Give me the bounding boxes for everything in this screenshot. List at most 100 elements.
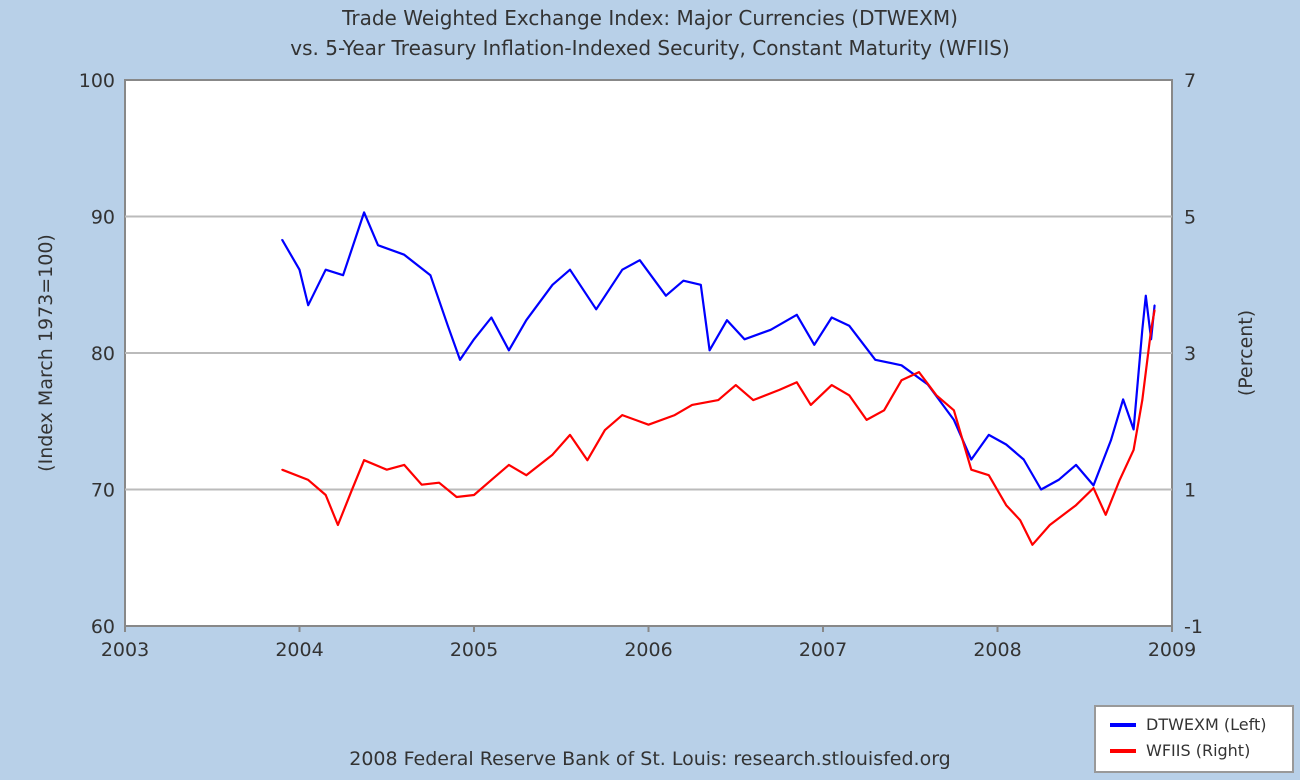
chart-subtitle: vs. 5-Year Treasury Inflation-Indexed Se… [290, 36, 1010, 60]
data-point [1092, 487, 1095, 489]
data-point [586, 459, 589, 461]
data-point [883, 409, 885, 412]
data-point [1141, 328, 1144, 331]
data-point [935, 394, 938, 397]
data-point [508, 464, 510, 466]
data-point [970, 468, 973, 471]
data-point [363, 459, 365, 461]
data-point [403, 464, 406, 466]
data-point [900, 364, 903, 367]
y-right-tick-label: 3 [1184, 343, 1196, 365]
data-point [1031, 543, 1034, 546]
data-point [490, 316, 493, 319]
legend-swatch-red [1110, 748, 1136, 753]
data-point [638, 259, 641, 261]
data-point [324, 268, 327, 271]
data-point [490, 479, 493, 481]
data-point [324, 494, 327, 496]
data-point [865, 419, 868, 421]
data-point [717, 399, 720, 401]
y-tick-label: 60 [91, 616, 115, 638]
data-point [1019, 519, 1021, 522]
data-point [508, 349, 510, 352]
data-point [700, 283, 702, 286]
y-tick-label: 100 [79, 70, 115, 92]
y-right-tick-label: 7 [1184, 70, 1196, 92]
y-right-axis-label: (Percent) [1235, 310, 1257, 396]
x-tick-label: 2005 [450, 639, 498, 661]
data-point [691, 404, 693, 406]
data-point [363, 211, 365, 214]
legend-item-wfiis: WFIIS (Right) [1110, 741, 1250, 760]
data-point [1141, 399, 1144, 401]
data-point [953, 409, 955, 412]
data-point [525, 319, 528, 322]
data-point [1022, 458, 1025, 461]
data-point [1075, 504, 1077, 506]
data-point [665, 294, 667, 297]
data-point [918, 371, 920, 373]
y-right-tick-label: 5 [1184, 207, 1196, 229]
data-point [1122, 398, 1124, 401]
chart-title: Trade Weighted Exchange Index: Major Cur… [342, 6, 958, 30]
data-point [447, 324, 449, 327]
data-point [708, 349, 711, 352]
data-point [809, 404, 812, 406]
y-tick-label: 90 [91, 207, 115, 229]
data-point [621, 268, 624, 271]
data-point [377, 244, 379, 246]
data-point [1005, 443, 1008, 446]
data-point [848, 324, 850, 327]
data-point [351, 489, 353, 491]
data-point [673, 414, 676, 416]
x-tick-label: 2006 [624, 639, 672, 661]
data-point [595, 308, 597, 311]
legend-swatch-blue [1110, 722, 1136, 727]
data-point [342, 274, 344, 276]
data-point [734, 384, 737, 386]
y-tick-label: 70 [91, 480, 115, 502]
data-point [1005, 504, 1008, 506]
data-point [1153, 309, 1156, 311]
data-point [1153, 304, 1156, 307]
data-point [726, 319, 728, 322]
data-point [385, 468, 388, 471]
data-point [459, 359, 461, 361]
data-point [953, 419, 955, 421]
data-point [473, 494, 475, 496]
data-point [420, 483, 423, 486]
legend-label: WFIIS (Right) [1146, 741, 1251, 760]
data-point [403, 253, 406, 256]
data-point [1040, 488, 1042, 491]
data-point [429, 274, 432, 276]
data-point [1118, 479, 1121, 481]
data-point [569, 434, 571, 436]
y-axis-label: (Index March 1973=100) [35, 234, 57, 472]
data-point [796, 381, 798, 384]
data-point [551, 283, 554, 286]
data-point [796, 313, 798, 316]
data-point [1057, 479, 1060, 481]
data-point [647, 423, 650, 426]
legend: DTWEXM (Left) WFIIS (Right) [1094, 705, 1294, 773]
data-point [569, 268, 571, 271]
data-point [298, 268, 301, 271]
data-point [551, 453, 554, 456]
data-point [525, 474, 528, 476]
data-point [604, 429, 606, 431]
data-point [830, 384, 833, 386]
legend-label: DTWEXM (Left) [1146, 715, 1267, 734]
data-point [970, 458, 973, 461]
data-point [987, 474, 990, 476]
data-point [769, 328, 772, 331]
data-point [337, 524, 339, 526]
data-point [1110, 439, 1112, 442]
y-right-tick-label: -1 [1184, 616, 1203, 638]
data-point [438, 481, 440, 484]
series-line-dtwexm [281, 211, 1156, 491]
data-point [455, 496, 458, 498]
x-tick-label: 2003 [101, 639, 149, 661]
footer-credit: 2008 Federal Reserve Bank of St. Louis: … [349, 748, 951, 770]
data-point [307, 304, 310, 307]
